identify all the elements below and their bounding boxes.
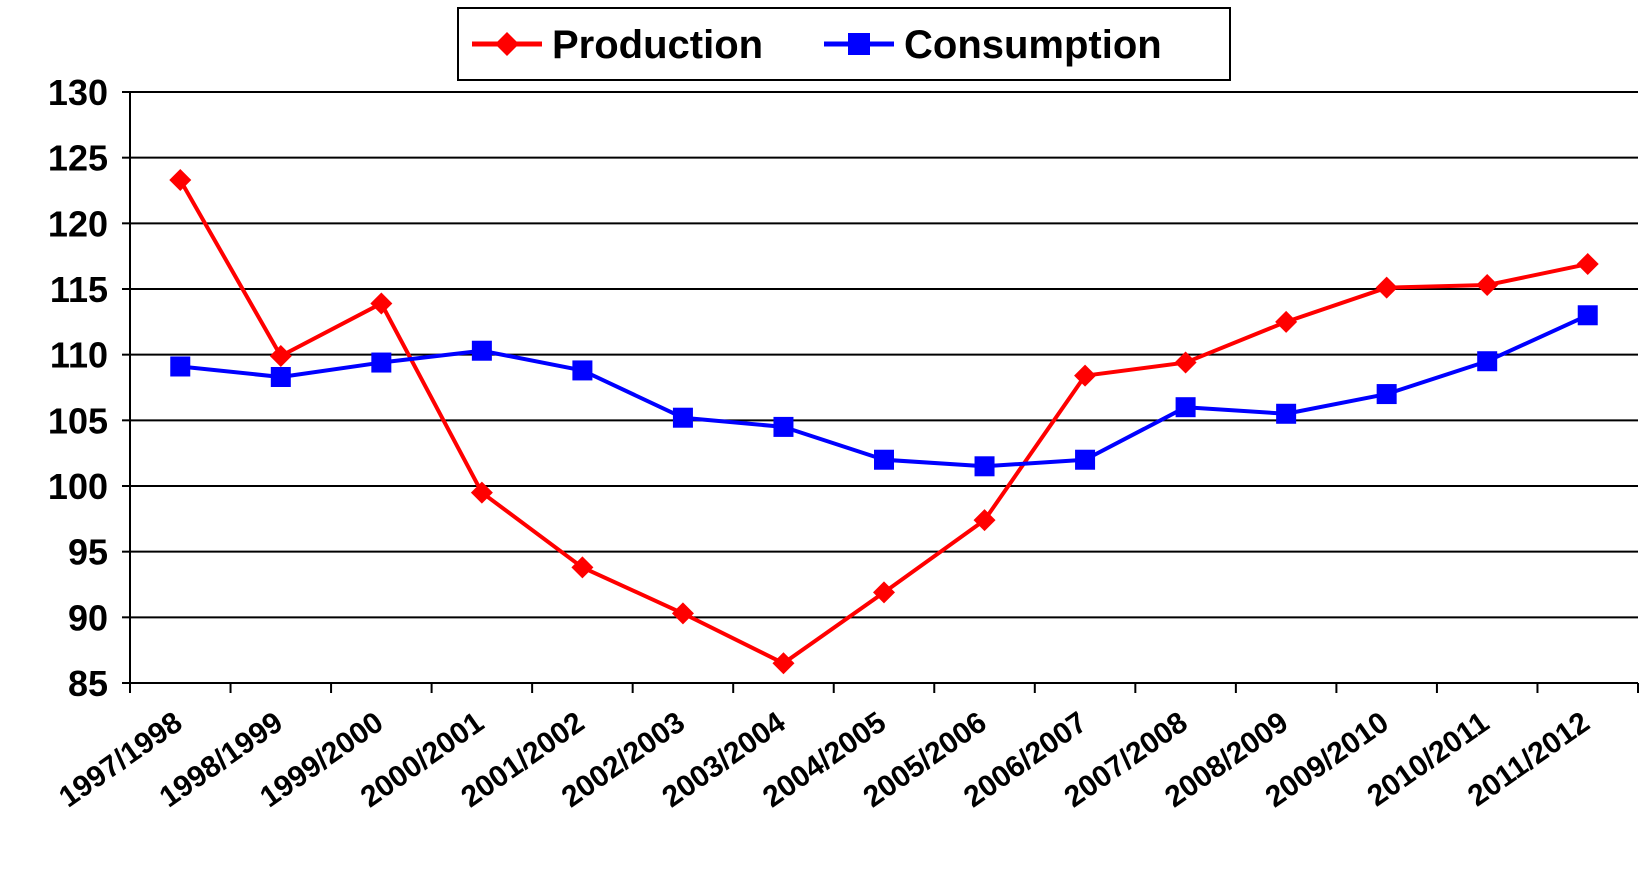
legend-label-production: Production — [552, 23, 763, 67]
y-tick-label: 85 — [68, 663, 108, 704]
y-tick-label: 90 — [68, 597, 108, 638]
data-point-consumption — [471, 340, 492, 361]
axes — [129, 92, 1638, 684]
data-point-production — [370, 292, 393, 315]
legend-label-consumption: Consumption — [904, 23, 1162, 67]
series-layer — [169, 168, 1599, 675]
y-tick-label: 110 — [50, 335, 108, 376]
series-line-consumption — [180, 313, 1589, 469]
data-point-consumption — [1075, 449, 1096, 470]
data-point-production — [470, 481, 493, 504]
data-point-consumption — [170, 356, 191, 377]
legend-marker-production — [495, 32, 519, 56]
data-point-consumption — [672, 407, 693, 428]
data-point-production — [671, 602, 694, 625]
data-point-consumption — [874, 449, 894, 470]
data-point-consumption — [974, 456, 995, 477]
y-tick-label: 130 — [48, 72, 108, 113]
data-point-production — [873, 581, 895, 604]
y-tick-label: 95 — [68, 532, 108, 573]
data-point-production — [169, 168, 192, 191]
y-tick-label: 120 — [48, 203, 108, 244]
data-point-production — [772, 652, 795, 675]
data-point-consumption — [270, 366, 291, 387]
data-point-consumption — [1477, 351, 1498, 372]
data-point-consumption — [1376, 384, 1397, 405]
y-axis-ticks: 85 90 95 100 105 110 115 120 125 130 — [48, 72, 130, 704]
x-axis-ticks: 1997/19981998/19991999/20002000/20012001… — [53, 683, 1639, 814]
data-point-production — [1476, 274, 1499, 297]
y-tick-label: 100 — [48, 466, 108, 507]
data-point-production — [1375, 276, 1398, 299]
data-point-consumption — [1577, 305, 1598, 326]
data-point-production — [269, 344, 292, 367]
legend-marker-consumption — [848, 33, 870, 55]
y-tick-label: 125 — [48, 138, 108, 179]
data-point-consumption — [773, 416, 794, 437]
y-tick-label: 115 — [50, 269, 108, 310]
legend: Production Consumption — [457, 7, 1231, 81]
data-point-production — [1074, 364, 1097, 387]
data-point-consumption — [1175, 397, 1196, 418]
data-point-production — [571, 556, 594, 579]
data-point-production — [1174, 351, 1197, 374]
data-point-consumption — [371, 352, 392, 373]
data-point-consumption — [572, 360, 593, 381]
data-point-production — [1275, 310, 1298, 333]
data-point-production — [1576, 253, 1599, 276]
data-point-consumption — [1276, 403, 1297, 424]
y-tick-label: 105 — [48, 400, 108, 441]
data-point-production — [973, 509, 996, 532]
